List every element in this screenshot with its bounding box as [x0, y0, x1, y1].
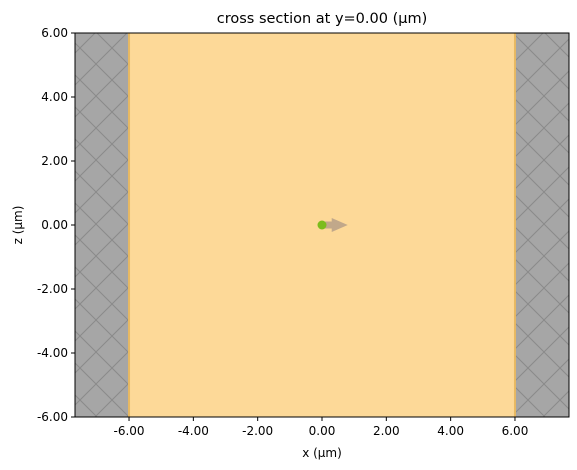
source-marker: [317, 220, 327, 230]
chart-title: cross section at y=0.00 (μm): [217, 11, 428, 27]
y-tick-label: -4.00: [37, 346, 68, 360]
x-axis: -6.00 -4.00 -2.00 0.00 2.00 4.00 6.00: [114, 417, 529, 438]
x-tick-label: 6.00: [502, 424, 529, 438]
source-arrow-head: [331, 218, 348, 232]
x-tick-label: 4.00: [437, 424, 464, 438]
y-tick-label: 0.00: [41, 218, 68, 232]
x-tick-label: -6.00: [114, 424, 145, 438]
y-axis: -6.00 -4.00 -2.00 0.00 2.00 4.00 6.00: [37, 26, 75, 424]
y-tick-label: 6.00: [41, 26, 68, 40]
source-layer: [317, 218, 348, 232]
x-tick-label: -4.00: [178, 424, 209, 438]
source-arrow-shaft: [322, 221, 334, 229]
y-tick-label: 2.00: [41, 154, 68, 168]
pml-region: [514, 33, 569, 417]
y-axis-label: z (μm): [11, 206, 25, 245]
x-tick-label: -2.00: [242, 424, 273, 438]
pml-region: [75, 33, 130, 417]
y-tick-label: -6.00: [37, 410, 68, 424]
x-tick-label: 2.00: [373, 424, 400, 438]
x-axis-label: x (μm): [302, 446, 342, 460]
plot-regions: [75, 33, 569, 417]
x-tick-label: 0.00: [309, 424, 336, 438]
y-tick-label: -2.00: [37, 282, 68, 296]
y-tick-label: 4.00: [41, 90, 68, 104]
